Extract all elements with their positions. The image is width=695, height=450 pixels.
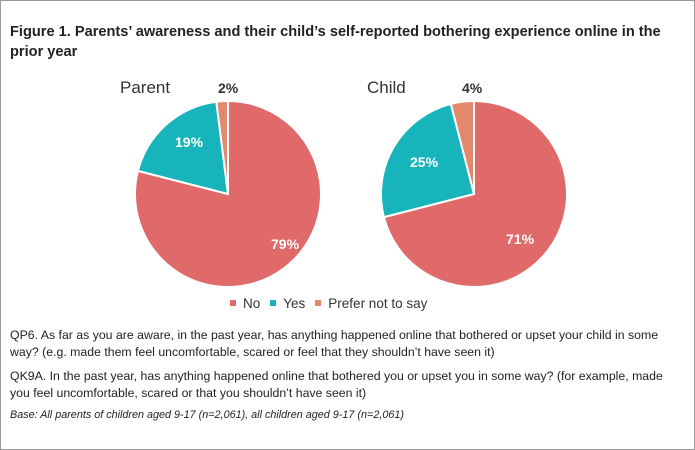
legend-swatch-yes <box>270 300 277 306</box>
parent-label-yes: 19% <box>175 134 204 150</box>
child-pie-title: Child <box>367 78 406 97</box>
parent-slice-prefer-not-to-say <box>215 99 229 195</box>
question-qk9a: QK9A. In the past year, has anything hap… <box>10 369 663 400</box>
legend-label-yes: Yes <box>283 295 306 311</box>
figure-title: Figure 1. Parents’ awareness and their c… <box>10 24 661 60</box>
parent-slice-no <box>133 99 322 288</box>
child-slice-prefer-not-to-say <box>449 99 475 195</box>
parent-slice-yes <box>136 100 230 196</box>
child-label-no: 71% <box>506 231 535 247</box>
parent-pie-title: Parent <box>120 78 170 97</box>
parent-label-prefer-not-to-say: 2% <box>218 80 239 96</box>
child-slice-yes <box>379 102 476 219</box>
parent-label-no: 79% <box>271 236 300 252</box>
question-qp6: QP6. As far as you are aware, in the pas… <box>10 328 659 359</box>
legend-item-no: No <box>230 296 260 311</box>
legend-label-no: No <box>243 295 261 311</box>
child-label-yes: 25% <box>410 154 439 170</box>
legend-swatch-prefer-not <box>315 300 322 306</box>
notes: QP6. As far as you are aware, in the pas… <box>10 327 685 421</box>
legend-item-yes: Yes <box>270 296 305 311</box>
base-note: Base: All parents of children aged 9-17 … <box>10 409 404 421</box>
legend: No Yes Prefer not to say <box>230 294 437 312</box>
child-label-prefer-not-to-say: 4% <box>462 80 483 96</box>
pie-charts: Parent 79% 19% 2% Child 71% 25% 4% <box>120 78 568 288</box>
child-slice-no <box>382 99 568 288</box>
legend-item-prefer-not: Prefer not to say <box>315 296 427 311</box>
legend-swatch-no <box>230 300 236 306</box>
legend-label-prefer-not: Prefer not to say <box>328 295 428 311</box>
